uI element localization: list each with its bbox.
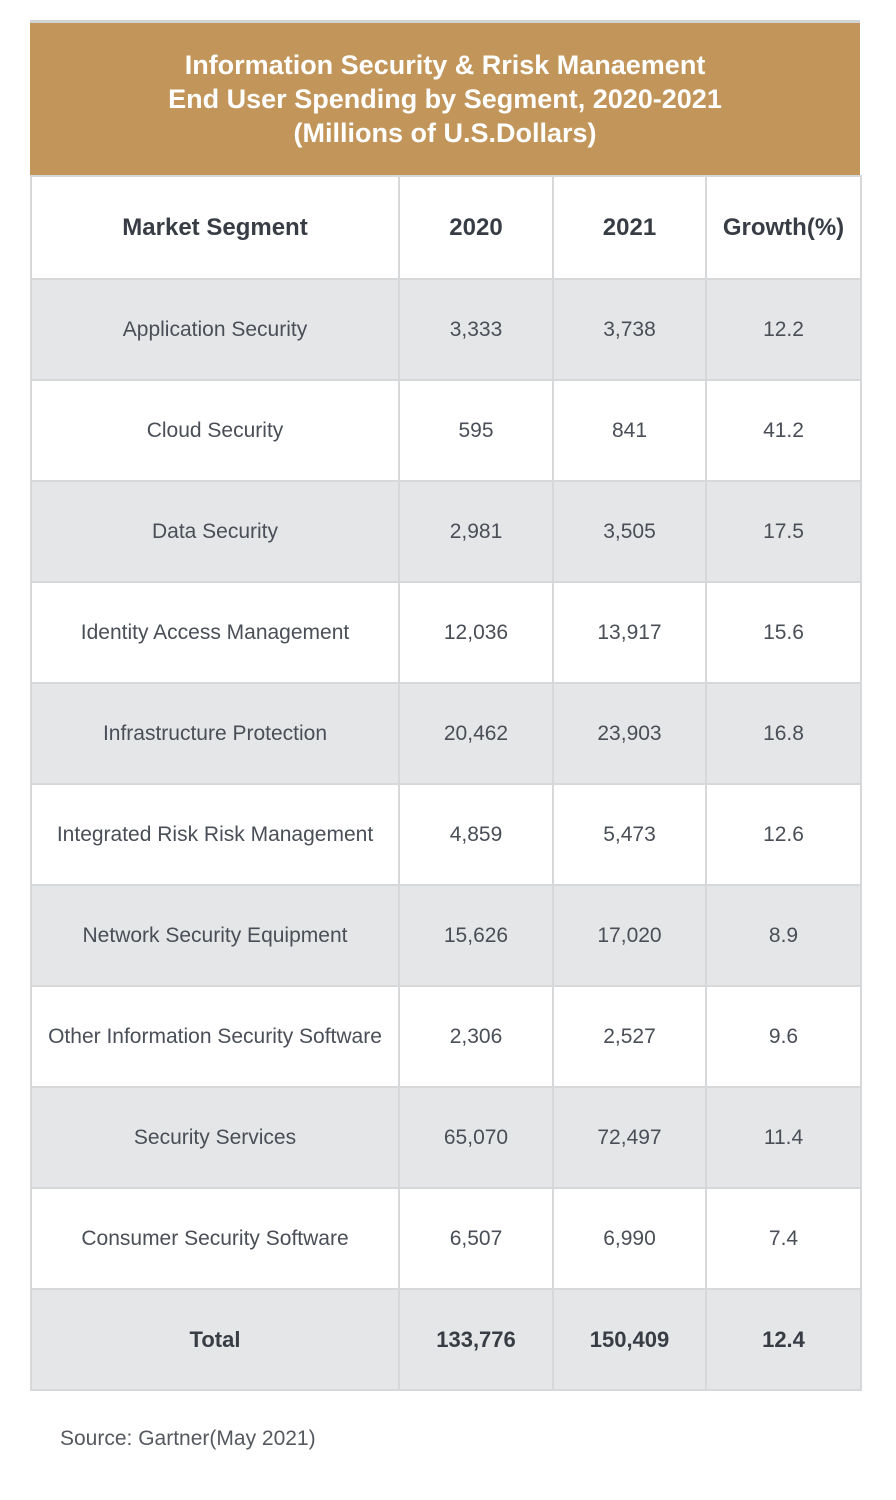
spending-table-card: Information Security & Rrisk Manaement E… [30,20,862,1391]
cell-growth: 9.6 [705,985,862,1088]
source-note: Source: Gartner(May 2021) [60,1427,316,1450]
cell-segment: Identity Access Management [30,581,400,684]
total-row: Total 133,776 150,409 12.4 [30,1288,862,1391]
title-line-3: (Millions of U.S.Dollars) [293,118,597,148]
cell-segment: Infrastructure Protection [30,682,400,785]
cell-segment: Integrated Risk Risk Management [30,783,400,886]
cell-total-2020: 133,776 [398,1288,554,1391]
cell-growth: 17.5 [705,480,862,583]
cell-2021: 3,505 [552,480,707,583]
cell-total-2021: 150,409 [552,1288,707,1391]
column-header-2021: 2021 [552,175,707,280]
cell-total-label: Total [30,1288,400,1391]
cell-2020: 595 [398,379,554,482]
cell-2020: 4,859 [398,783,554,886]
cell-growth: 12.2 [705,278,862,381]
spending-table: Market Segment 2020 2021 Growth(%) Appli… [30,175,862,1391]
cell-growth: 15.6 [705,581,862,684]
cell-2020: 65,070 [398,1086,554,1189]
cell-total-growth: 12.4 [705,1288,862,1391]
title-line-2: End User Spending by Segment, 2020-2021 [168,84,722,114]
cell-segment: Cloud Security [30,379,400,482]
table-row: Data Security 2,981 3,505 17.5 [30,480,862,583]
table-row: Security Services 65,070 72,497 11.4 [30,1086,862,1189]
cell-2020: 20,462 [398,682,554,785]
table-row: Consumer Security Software 6,507 6,990 7… [30,1187,862,1290]
title-line-1: Information Security & Rrisk Manaement [184,50,706,80]
cell-2020: 2,306 [398,985,554,1088]
cell-2021: 2,527 [552,985,707,1088]
cell-2021: 3,738 [552,278,707,381]
cell-2020: 12,036 [398,581,554,684]
column-header-market-segment: Market Segment [30,175,400,280]
table-row: Identity Access Management 12,036 13,917… [30,581,862,684]
cell-2020: 2,981 [398,480,554,583]
cell-2021: 72,497 [552,1086,707,1189]
cell-2021: 5,473 [552,783,707,886]
table-row: Other Information Security Software 2,30… [30,985,862,1088]
cell-segment: Consumer Security Software [30,1187,400,1290]
cell-2021: 841 [552,379,707,482]
table-row: Application Security 3,333 3,738 12.2 [30,278,862,381]
header-row: Market Segment 2020 2021 Growth(%) [30,175,862,280]
table-row: Infrastructure Protection 20,462 23,903 … [30,682,862,785]
cell-growth: 7.4 [705,1187,862,1290]
cell-2020: 6,507 [398,1187,554,1290]
table-row: Integrated Risk Risk Management 4,859 5,… [30,783,862,886]
cell-segment: Data Security [30,480,400,583]
cell-2021: 6,990 [552,1187,707,1290]
cell-growth: 16.8 [705,682,862,785]
cell-2020: 15,626 [398,884,554,987]
cell-growth: 41.2 [705,379,862,482]
cell-segment: Network Security Equipment [30,884,400,987]
cell-segment: Security Services [30,1086,400,1189]
table-row: Cloud Security 595 841 41.2 [30,379,862,482]
cell-growth: 11.4 [705,1086,862,1189]
cell-2021: 17,020 [552,884,707,987]
cell-growth: 12.6 [705,783,862,886]
cell-segment: Application Security [30,278,400,381]
cell-growth: 8.9 [705,884,862,987]
table-row: Network Security Equipment 15,626 17,020… [30,884,862,987]
column-header-2020: 2020 [398,175,554,280]
column-header-growth: Growth(%) [705,175,862,280]
cell-2021: 13,917 [552,581,707,684]
cell-2020: 3,333 [398,278,554,381]
cell-2021: 23,903 [552,682,707,785]
table-title-band: Information Security & Rrisk Manaement E… [30,20,860,175]
cell-segment: Other Information Security Software [30,985,400,1088]
